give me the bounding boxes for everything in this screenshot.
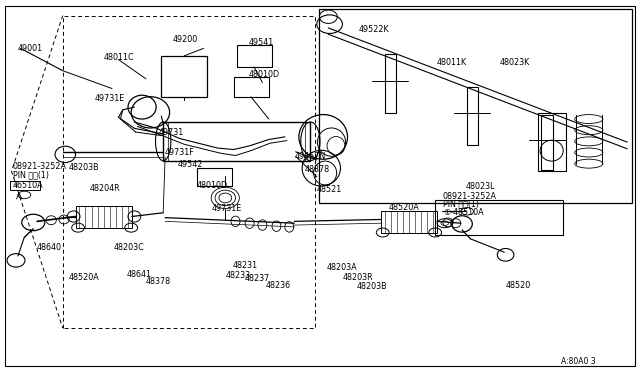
Text: 48203R: 48203R bbox=[342, 273, 373, 282]
Text: 48233: 48233 bbox=[225, 271, 250, 280]
Bar bbox=[234, 77, 269, 97]
Text: 48520A: 48520A bbox=[389, 203, 420, 212]
Text: 49731: 49731 bbox=[159, 128, 184, 137]
Text: 48023L: 48023L bbox=[466, 182, 495, 191]
Text: 49457N: 49457N bbox=[294, 152, 326, 161]
Text: 46510A: 46510A bbox=[13, 182, 44, 190]
Text: 49522K: 49522K bbox=[358, 25, 389, 34]
Text: 48378: 48378 bbox=[305, 165, 330, 174]
Text: 48520A: 48520A bbox=[69, 273, 100, 282]
Text: 48641: 48641 bbox=[127, 270, 152, 279]
Text: 49542: 49542 bbox=[178, 160, 204, 169]
Bar bbox=[197, 168, 232, 186]
Text: 48236: 48236 bbox=[266, 281, 291, 290]
Text: 49200: 49200 bbox=[173, 35, 198, 44]
Bar bbox=[385, 54, 396, 113]
Bar bbox=[541, 115, 553, 170]
Text: 49541: 49541 bbox=[248, 38, 273, 47]
Text: ①-48510A: ①-48510A bbox=[443, 208, 483, 217]
Text: 48011C: 48011C bbox=[104, 53, 134, 62]
Text: 48011K: 48011K bbox=[436, 58, 467, 67]
Text: 48010D: 48010D bbox=[248, 70, 280, 79]
Bar bbox=[161, 56, 207, 97]
Text: 48640: 48640 bbox=[37, 243, 62, 252]
Bar bbox=[381, 211, 437, 232]
Text: 49731E: 49731E bbox=[95, 94, 125, 103]
Text: A:80A0 3: A:80A0 3 bbox=[561, 357, 595, 366]
Text: 48237: 48237 bbox=[244, 274, 269, 283]
Text: 48521: 48521 bbox=[317, 185, 342, 194]
Bar bbox=[319, 9, 632, 203]
Text: 48204R: 48204R bbox=[90, 185, 120, 193]
Bar bbox=[237, 45, 272, 67]
Text: 49731F: 49731F bbox=[165, 148, 195, 157]
Bar bbox=[163, 122, 310, 161]
Bar bbox=[435, 200, 563, 235]
Bar bbox=[76, 206, 132, 228]
Text: 48203B: 48203B bbox=[357, 282, 388, 291]
Text: PIN ピン(1): PIN ピン(1) bbox=[443, 199, 479, 208]
Text: PIN ピン(1): PIN ピン(1) bbox=[13, 170, 49, 179]
Text: 49731E: 49731E bbox=[211, 204, 241, 213]
Bar bbox=[538, 113, 566, 171]
Text: 48378: 48378 bbox=[146, 277, 171, 286]
Text: 08921-3252A: 08921-3252A bbox=[13, 162, 67, 171]
Text: 48520: 48520 bbox=[506, 281, 531, 290]
Text: 48203B: 48203B bbox=[69, 163, 100, 172]
Text: 48203A: 48203A bbox=[326, 263, 357, 272]
Text: 08921-3252A: 08921-3252A bbox=[443, 192, 497, 201]
Bar bbox=[467, 87, 478, 145]
Text: 48203C: 48203C bbox=[114, 243, 145, 252]
Text: 48023K: 48023K bbox=[499, 58, 529, 67]
Text: 49001: 49001 bbox=[18, 44, 43, 53]
Text: 48010D: 48010D bbox=[197, 181, 228, 190]
Bar bbox=[10, 181, 40, 190]
Text: 48231: 48231 bbox=[233, 262, 258, 270]
